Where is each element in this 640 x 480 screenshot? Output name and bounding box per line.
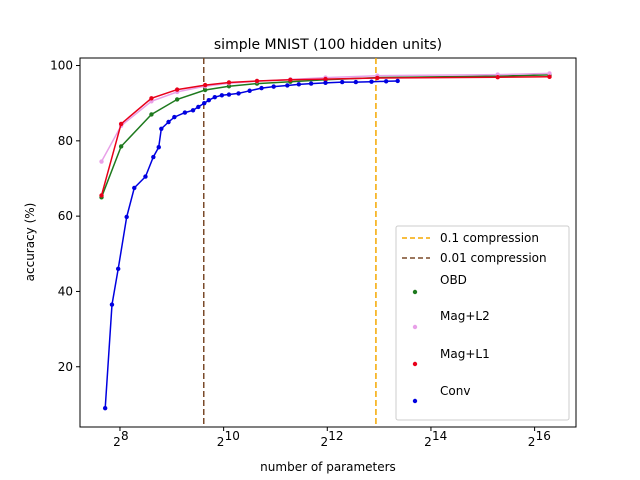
y-axis-label: accuracy (%) [23,203,37,282]
y-tick-label: 60 [58,209,73,223]
point-conv [143,174,148,179]
point-mag-l1 [118,121,124,127]
point-obd [118,144,124,149]
legend-label-0.01-compression: 0.01 compression [440,251,547,265]
x-tick-label: 2 [424,435,432,449]
point-conv [151,154,156,160]
legend-label-mag-l1: Mag+L1 [440,347,490,361]
point-conv [109,302,115,307]
point-conv [202,100,207,106]
point-obd [174,97,180,102]
y-axis-ticks: 20 40 60 80 100 [50,59,80,374]
legend-label-0.1-compression: 0.1 compression [440,231,539,245]
point-mag-l1 [226,80,232,85]
point-conv [166,119,171,125]
x-tick-exponent: 10 [225,429,240,443]
series-line-conv [104,80,398,409]
point-conv [226,92,232,97]
x-tick-exponent: 16 [536,429,551,443]
y-tick-label: 20 [58,360,73,374]
point-mag-l2 [547,71,552,76]
point-mag-l1 [254,78,260,84]
x-axis-label: number of parameters [260,460,396,474]
point-conv [395,78,400,84]
point-conv [323,80,328,86]
series-line-mag-l1 [100,76,550,196]
legend-marker-conv [412,398,418,404]
point-conv [219,93,225,98]
point-conv [159,126,164,131]
point-conv [182,110,188,115]
legend-marker-mag-l2 [412,324,418,330]
point-conv [296,82,302,87]
x-tick-exponent: 8 [121,429,129,443]
legend-label-obd: OBD [440,273,467,287]
point-mag-l1 [323,76,328,82]
point-mag-l1 [174,87,180,92]
legend-marker-mag-l1 [412,361,418,367]
point-mag-l1 [547,74,552,80]
x-tick-exponent: 14 [432,429,447,443]
point-conv [259,85,264,91]
point-conv [196,104,201,110]
point-obd [226,84,232,89]
point-conv [271,84,276,89]
point-mag-l1 [99,193,104,198]
point-obd [149,112,154,117]
x-tick-label: 2 [113,435,121,449]
point-conv [115,266,121,272]
point-conv [206,97,212,103]
point-conv [156,145,161,150]
x-axis-ticks: 2 8 2 10 2 12 2 14 2 16 [113,427,551,449]
point-conv [339,79,345,85]
point-mag-l1 [375,75,380,81]
point-mag-l1 [288,77,293,83]
legend-label-mag-l2: Mag+L2 [440,309,490,323]
point-obd [202,87,208,93]
x-tick-label: 2 [217,435,225,449]
point-conv [369,79,374,84]
data-series [99,71,552,411]
point-conv [212,94,218,100]
point-conv [190,108,196,113]
chart-title: simple MNIST (100 hidden units) [214,37,442,53]
reference-lines [203,58,377,427]
point-mag-l1 [149,96,154,101]
y-tick-label: 100 [50,59,73,73]
point-conv [383,79,389,84]
point-conv [172,114,177,120]
point-conv [247,88,252,93]
point-conv [308,81,314,86]
point-mag-l1 [495,75,500,80]
x-tick-label: 2 [320,435,328,449]
point-conv [102,405,108,411]
point-mag-l1 [202,82,208,88]
y-tick-label: 40 [58,284,73,298]
x-tick-exponent: 12 [328,429,343,443]
x-tick-label: 2 [528,435,536,449]
y-tick-label: 80 [58,134,73,148]
point-mag-l2 [99,159,104,164]
legend-label-conv: Conv [440,384,470,398]
point-conv [132,185,137,191]
legend-box [395,225,570,421]
point-conv [236,91,241,96]
point-mag-l2 [149,99,154,104]
point-conv [285,83,290,88]
point-conv [124,214,129,220]
point-conv [353,79,359,85]
legend: 0.1 compression 0.01 compression OBD Mag… [395,225,570,421]
legend-marker-obd [412,289,418,295]
